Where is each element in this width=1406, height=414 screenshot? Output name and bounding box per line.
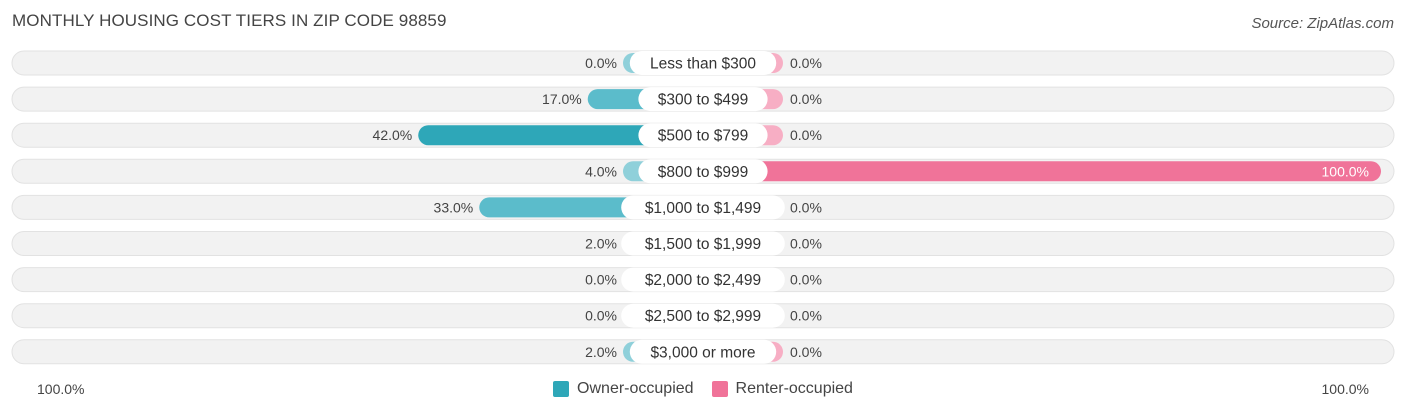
chart-title: MONTHLY HOUSING COST TIERS IN ZIP CODE 9…: [12, 11, 447, 30]
owner-value-label: 17.0%: [542, 91, 582, 107]
legend-renter-label: Renter-occupied: [735, 380, 853, 397]
category-label-pill: [621, 303, 785, 328]
owner-value-label: 2.0%: [585, 236, 617, 252]
category-label-pill: [629, 339, 777, 364]
owner-bar: [418, 125, 703, 146]
category-label: Less than $300: [650, 56, 756, 73]
renter-value-label: 0.0%: [790, 236, 822, 252]
legend: Owner-occupied Renter-occupied: [0, 380, 1406, 398]
category-label: $1,500 to $1,999: [645, 236, 761, 253]
category-label-pill: [638, 159, 768, 184]
renter-value-label: 0.0%: [790, 127, 822, 143]
category-label: $2,000 to $2,499: [645, 272, 761, 289]
owner-swatch-icon: [553, 381, 570, 397]
renter-value-label: 0.0%: [790, 91, 822, 107]
category-label-pill: [621, 195, 785, 220]
owner-value-label: 0.0%: [585, 272, 617, 288]
category-label: $3,000 or more: [650, 344, 755, 361]
category-label: $2,500 to $2,999: [645, 308, 761, 325]
category-label: $1,000 to $1,499: [645, 200, 761, 217]
category-label-pill: [638, 123, 768, 148]
category-label: $800 to $999: [658, 164, 749, 181]
legend-item-renter: Renter-occupied: [711, 380, 853, 398]
renter-value-label: 100.0%: [1322, 163, 1369, 179]
owner-value-label: 33.0%: [434, 199, 474, 215]
source-credit: Source: ZipAtlas.com: [1251, 15, 1394, 32]
axis-left-label: 100.0%: [37, 381, 85, 397]
renter-bar: [703, 161, 1381, 182]
renter-swatch-icon: [711, 381, 728, 397]
renter-value-label: 0.0%: [790, 55, 822, 71]
legend-item-owner: Owner-occupied: [553, 380, 694, 398]
legend-owner-label: Owner-occupied: [577, 380, 694, 397]
category-label-pill: [621, 267, 785, 292]
category-label-pill: [621, 231, 785, 256]
renter-value-label: 0.0%: [790, 344, 822, 360]
category-label: $300 to $499: [658, 92, 749, 109]
category-label: $500 to $799: [658, 128, 749, 145]
owner-value-label: 2.0%: [585, 344, 617, 360]
category-label-pill: [638, 87, 768, 112]
renter-value-label: 0.0%: [790, 272, 822, 288]
owner-value-label: 0.0%: [585, 55, 617, 71]
renter-value-label: 0.0%: [790, 308, 822, 324]
category-label-pill: [629, 51, 777, 75]
renter-value-label: 0.0%: [790, 199, 822, 215]
owner-value-label: 4.0%: [585, 163, 617, 179]
axis-right-label: 100.0%: [1321, 381, 1369, 397]
owner-value-label: 0.0%: [585, 308, 617, 324]
owner-value-label: 42.0%: [373, 127, 413, 143]
